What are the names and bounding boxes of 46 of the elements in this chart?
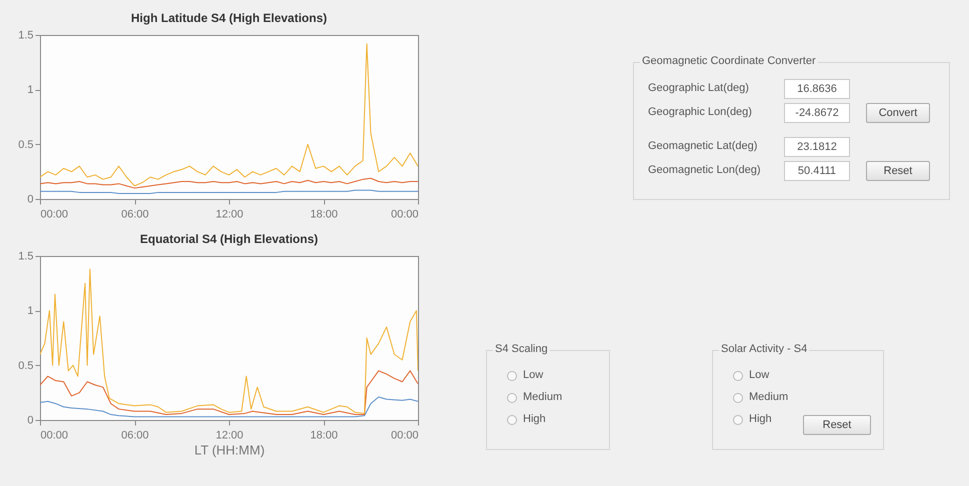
line-series: [40, 43, 418, 186]
x-tick-label: 12:00: [216, 430, 244, 442]
text-field: 50.4111: [784, 161, 850, 181]
x-tick-label: 18:00: [310, 430, 338, 442]
line-series: [40, 268, 418, 414]
x-tick-label: 00:00: [390, 430, 418, 442]
category-label: Geographic Lon(deg): [648, 106, 752, 118]
y-tick-label: 0: [27, 414, 34, 426]
chart-title: High Latitude S4 (High Elevations): [130, 11, 328, 25]
y-tick-label: 1: [27, 305, 34, 318]
y-tick-label: 1: [27, 84, 34, 96]
x-tick-label: 06:00: [121, 430, 149, 442]
category-label: Geographic Lat(deg): [648, 82, 749, 94]
category-label: Medium: [523, 391, 562, 403]
text: S4 Scaling: [493, 343, 550, 355]
button: Convert: [866, 103, 930, 123]
x-tick-label: 06:00: [121, 208, 149, 220]
x-tick-label: 00:00: [390, 208, 418, 220]
line-series: [40, 370, 418, 416]
category-label: Medium: [749, 391, 788, 403]
button: Reset: [866, 161, 930, 181]
category-label: Low: [523, 369, 544, 381]
category-label: Geomagnetic Lat(deg): [648, 140, 758, 152]
x-tick-label: 00:00: [40, 208, 68, 220]
y-tick-label: 1.5: [18, 250, 34, 262]
y-tick-label: 1.5: [18, 30, 34, 42]
text: Solar Activity - S4: [719, 343, 810, 355]
y-tick-label: 0: [27, 194, 34, 206]
category-label: High: [523, 413, 546, 425]
text: Geomagnetic Coordinate Converter: [640, 55, 818, 67]
category-label: Geomagnetic Lon(deg): [648, 164, 761, 176]
text-field: -24.8672: [784, 103, 850, 123]
category-label: Low: [749, 369, 770, 381]
chart-title: Equatorial S4 (High Elevations): [140, 232, 318, 246]
text-field: 23.1812: [784, 137, 850, 157]
text-field: 16.8636: [784, 79, 850, 99]
x-axis-title: LT (HH:MM): [194, 442, 265, 458]
x-tick-label: 18:00: [310, 208, 338, 220]
y-tick-label: 0.5: [18, 138, 34, 151]
x-tick-label: 12:00: [216, 208, 244, 220]
y-tick-label: 0.5: [18, 360, 34, 372]
line-series: [40, 396, 418, 418]
x-tick-label: 00:00: [40, 430, 68, 442]
category-label: High: [749, 413, 772, 425]
line-series: [40, 178, 418, 189]
button: Reset: [803, 415, 871, 435]
